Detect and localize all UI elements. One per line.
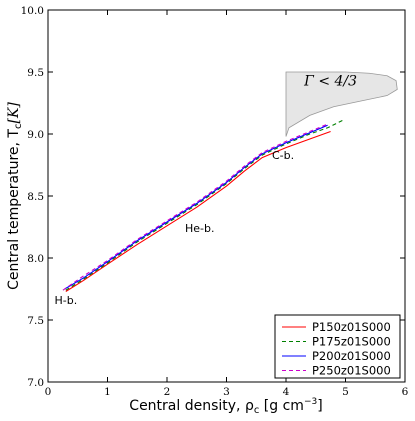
y-tick-label: 9.0	[27, 129, 44, 141]
region-layer: Γ < 4/3	[285, 71, 398, 137]
y-tick-label: 9.5	[27, 67, 44, 79]
x-axis-title: Central density, ρc [g cm−3]	[129, 397, 322, 416]
annotation-layer: H-b. He-b. C-b.	[54, 149, 294, 307]
y-tick-label: 8.5	[27, 191, 44, 203]
series-line-P175z01S000	[65, 119, 343, 291]
x-tick-label: 0	[45, 386, 52, 398]
unstable-region	[285, 71, 398, 137]
x-tick-label: 4	[283, 386, 290, 398]
legend-label: P150z01S000	[312, 320, 391, 334]
series-line-P150z01S000	[65, 130, 331, 292]
y-tick-label: 8.0	[27, 253, 44, 265]
x-tick-label: 2	[164, 386, 171, 398]
legend-box	[274, 314, 401, 379]
y-tick-label: 7.0	[27, 377, 44, 389]
y-tick-label: 7.5	[27, 315, 44, 327]
phase-label: He-b.	[185, 222, 215, 235]
legend-label: P200z01S000	[312, 349, 391, 363]
legend-label: P250z01S000	[312, 364, 391, 378]
legend-label: P175z01S000	[312, 335, 391, 349]
region-label: Γ < 4/3	[303, 74, 357, 90]
x-tick-label: 3	[223, 386, 230, 398]
series-line-P200z01S000	[64, 124, 328, 290]
x-tick-label: 1	[104, 386, 111, 398]
phase-label: H-b.	[54, 294, 77, 307]
phase-label: C-b.	[272, 149, 294, 162]
ticks-layer: 0 1 2 3 4 5 6 7.0 7.5 8.0 8.5 9.0 9.5 10.0	[21, 5, 409, 398]
x-tick-label: 6	[402, 386, 409, 398]
series-layer	[62, 119, 343, 292]
series-line-P250z01S000	[62, 123, 328, 291]
y-axis-title: Central temperature, Tc[K]	[6, 102, 24, 290]
x-tick-label: 5	[342, 386, 349, 398]
y-tick-label: 10.0	[21, 5, 44, 17]
legend: P150z01S000P175z01S000P200z01S000P250z01…	[274, 314, 401, 379]
